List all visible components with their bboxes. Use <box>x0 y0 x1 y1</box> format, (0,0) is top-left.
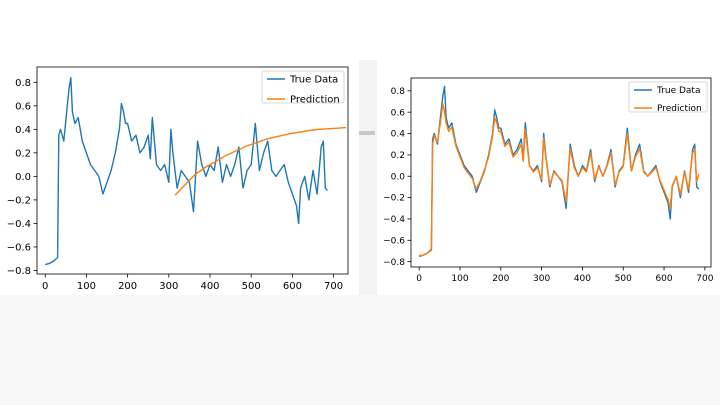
right-y-tick-label: 0.4 <box>391 130 406 140</box>
left-y-tick-label: 0.8 <box>15 78 31 89</box>
right-y-tick-label: −0.4 <box>383 215 405 225</box>
right-x-tick-label: 500 <box>615 274 632 284</box>
panel-gap <box>359 60 377 295</box>
right-chart-panel: 0 100 200 300 400 500 600 700 −0.8 −0.6 −0.4 −0.2 0.… <box>377 70 720 295</box>
right-x-tick-label: 300 <box>533 274 550 284</box>
right-y-tick-label: 0.6 <box>391 108 406 118</box>
right-x-tick-label: 700 <box>696 274 713 284</box>
right-y-tick-label: −0.6 <box>383 236 405 246</box>
left-axes-frame <box>36 66 349 275</box>
right-chart: 0 100 200 300 400 500 600 700 −0.8 −0.6 −0.4 −0.2 0.… <box>383 77 714 284</box>
right-x-tick-label: 200 <box>492 274 509 284</box>
left-series-prediction-line <box>174 126 346 196</box>
right-x-tick-label: 400 <box>574 274 591 284</box>
right-x-tick-label: 0 <box>416 274 422 284</box>
left-x-tick-label: 700 <box>324 281 343 292</box>
left-y-tick-label: −0.8 <box>7 266 31 277</box>
right-y-tick-label: 0.8 <box>391 87 406 97</box>
left-x-tick-label: 100 <box>77 281 96 292</box>
left-x-tick-label: 400 <box>200 281 219 292</box>
right-x-tick-label: 600 <box>655 274 672 284</box>
left-y-tick-label: −0.4 <box>7 219 31 230</box>
left-y-tick-label: 0.2 <box>15 148 31 159</box>
right-y-tick-label: −0.8 <box>383 258 405 268</box>
right-legend-label: Prediction <box>657 104 702 114</box>
left-y-tick-label: 0.6 <box>15 101 31 112</box>
left-y-tick-label: 0.4 <box>15 125 31 136</box>
left-chart-panel: 0 100 200 300 400 500 600 700 −0.8 −0.6 −0.4 −0.2 0.… <box>0 60 359 295</box>
left-x-tick-label: 500 <box>242 281 261 292</box>
left-y-tick-label: −0.2 <box>7 195 31 206</box>
left-x-tick-label: 300 <box>159 281 178 292</box>
left-x-tick-label: 600 <box>283 281 302 292</box>
right-y-tick-label: 0.2 <box>391 151 405 161</box>
right-y-tick-label: −0.2 <box>383 194 405 204</box>
left-legend-label: True Data <box>289 75 338 86</box>
left-y-tick-label: −0.6 <box>7 242 31 253</box>
right-axes-frame <box>410 77 712 268</box>
right-legend-label: True Data <box>656 86 700 96</box>
right-y-tick-label: 0.0 <box>391 172 406 182</box>
left-x-tick-label: 0 <box>42 281 48 292</box>
left-series-true-data-line <box>45 76 328 266</box>
left-y-tick-label: 0.0 <box>15 172 31 183</box>
left-x-tick-label: 200 <box>118 281 137 292</box>
left-chart: 0 100 200 300 400 500 600 700 −0.8 −0.6 −0.4 −0.2 0.… <box>7 66 349 292</box>
left-legend-label: Prediction <box>290 95 340 106</box>
divider-bar <box>359 131 375 135</box>
right-x-tick-label: 100 <box>451 274 468 284</box>
right-series-prediction-line <box>419 102 700 257</box>
